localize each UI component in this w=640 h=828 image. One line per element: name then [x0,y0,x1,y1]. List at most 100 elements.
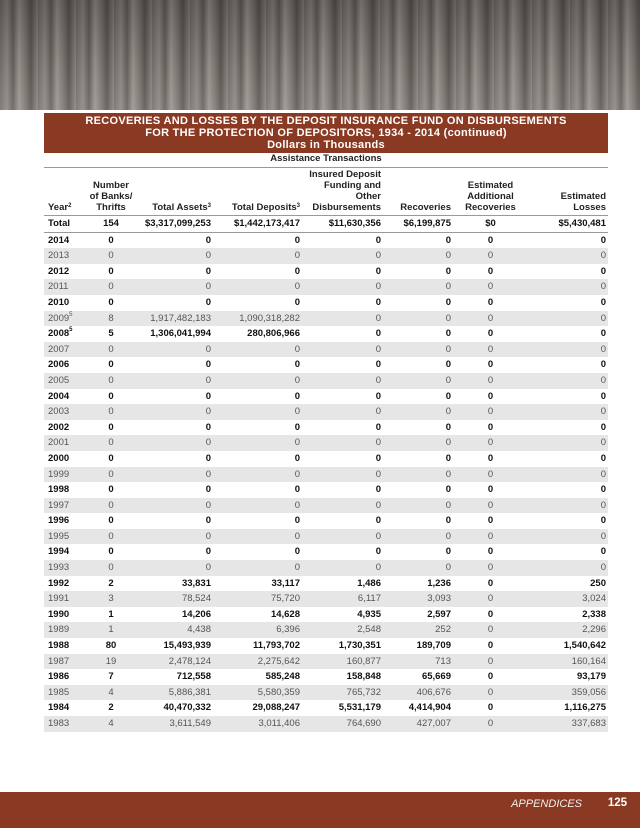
header-photo-banner [0,0,640,110]
year-value: 1994 [48,546,70,558]
year-cell: 2010 [44,295,86,311]
year-cell: 1997 [44,497,86,514]
table-cell: 0 [487,484,494,496]
table-cell: 0 [108,546,114,558]
table-cell: 0 [383,248,453,264]
table-cell: 0 [136,435,213,451]
table-cell: 0 [453,716,528,732]
year-value: 2009 [48,312,70,324]
table-cell: 0 [136,528,213,545]
year-cell: 1986 [44,669,86,685]
table-cell: 5,531,179 [338,702,381,714]
year-value: 1992 [48,577,70,589]
column-header-label: Total Deposits [231,202,297,213]
table-cell: 0 [445,452,451,464]
title-line-3: Dollars in Thousands [267,139,385,151]
table-cell: 0 [213,279,302,295]
table-cell: 0 [453,560,528,576]
year-cell: 1993 [44,560,86,576]
table-cell: 0 [205,452,211,464]
table-cell: 0 [302,404,383,420]
year-value: 2002 [48,421,70,433]
table-row: 1990 1 14,206 14,628 4,935 2,597 0 2,338 [44,607,608,623]
table-cell: 0 [205,421,211,433]
table-cell: 0 [86,497,136,514]
year-cell: 2014 [44,232,86,248]
footer-section-label: APPENDICES [511,798,582,810]
table-cell: 0 [453,528,528,545]
table-cell: 160,164 [528,653,608,670]
year-value: 1993 [48,562,70,574]
year-value: 1998 [48,484,70,496]
table-row: 20095 8 1,917,482,183 1,090,318,282 0 0 0 0 [44,310,608,327]
table-row: 2002 0 0 0 0 0 0 0 [44,420,608,436]
table-cell: 0 [600,515,606,527]
table-row: 2011 0 0 0 0 0 0 0 [44,279,608,295]
year-value: 2006 [48,359,70,371]
year-value: 2014 [48,234,70,246]
table-cell: 0 [108,234,114,246]
table-cell: 0 [600,296,606,308]
column-header: Year2 [44,168,86,216]
column-header-label: Insured Deposit Funding and Other Disbur… [309,169,381,213]
table-cell: 0 [453,404,528,420]
table-cell: 0 [383,435,453,451]
year-cell: 2011 [44,279,86,295]
column-header: Recoveries [383,168,453,216]
table-cell: 0 [302,310,383,327]
table-cell: 0 [302,372,383,389]
table-cell: 0 [383,466,453,483]
column-header-label: Estimated Additional Recoveries [465,180,516,213]
table-row: 2012 0 0 0 0 0 0 0 [44,264,608,280]
year-cell: 1983 [44,716,86,732]
table-cell: 1,236 [427,577,451,589]
table-cell: 14,628 [270,608,300,620]
table-cell: 93,179 [576,671,606,683]
table-cell: 0 [302,560,383,576]
table-cell: 15,493,939 [163,640,211,652]
table-row: 1987 19 2,478,124 2,275,642 160,877 713 0 160,1… [44,653,608,670]
table-cell: 0 [205,515,211,527]
table-cell: 0 [453,248,528,264]
column-header: Number of Banks/ Thrifts [86,168,136,216]
table-cell: 0 [445,265,451,277]
footnote-marker: 5 [69,311,73,318]
table-cell: 0 [294,484,300,496]
table-cell: 0 [487,452,494,464]
table-cell: 0 [487,234,494,246]
table-cell: 33,117 [271,577,300,589]
year-cell: 1995 [44,528,86,545]
table-cell: 764,690 [302,716,383,732]
table-cell: 0 [213,560,302,576]
table-cell: 0 [383,528,453,545]
table-cell: 0 [383,497,453,514]
table-cell: 0 [86,341,136,358]
table-row: 2005 0 0 0 0 0 0 0 [44,372,608,389]
table-cell: 337,683 [528,716,608,732]
table-cell: 0 [294,296,300,308]
year-cell: 2004 [44,389,86,405]
year-cell: 1998 [44,482,86,498]
table-row: 1991 3 78,524 75,720 6,117 3,093 0 3,024 [44,591,608,607]
table-cell: 0 [487,671,494,683]
recoveries-losses-table: Year2 Number of Banks/ Thrifts Total Asset… [44,168,608,732]
table-row: 2004 0 0 0 0 0 0 0 [44,389,608,405]
table-cell: 0 [487,296,494,308]
table-cell: 154 [86,215,136,233]
table-row: 1999 0 0 0 0 0 0 0 [44,466,608,483]
table-row: 1983 4 3,611,549 3,011,406 764,690 427,007 0 33… [44,716,608,732]
table-row: 1988 80 15,493,939 11,793,702 1,730,351 189,7… [44,638,608,654]
column-header-label: Estimated Losses [560,191,606,213]
year-value: 2013 [48,250,70,262]
table-cell: 712,558 [176,671,211,683]
table-cell: 0 [136,248,213,264]
table-row: 2001 0 0 0 0 0 0 0 [44,435,608,451]
table-cell: 2,548 [302,622,383,639]
table-cell: 0 [86,372,136,389]
table-cell: 0 [528,560,608,576]
table-cell: 2 [108,702,114,714]
year-value: 1984 [48,702,70,714]
table-cell: 1 [108,608,114,620]
table-cell: 33,831 [181,577,211,589]
table-cell: 0 [375,484,381,496]
